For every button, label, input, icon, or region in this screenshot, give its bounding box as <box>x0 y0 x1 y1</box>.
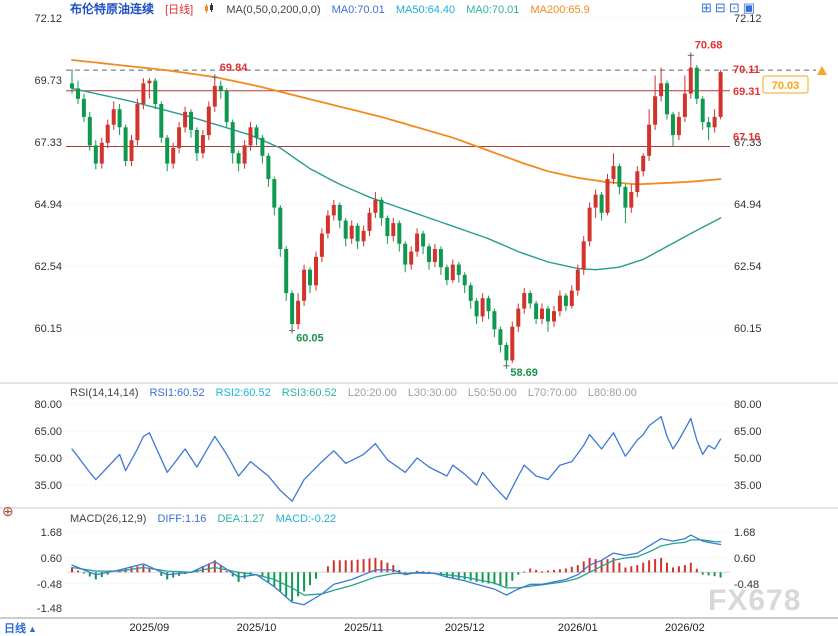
rsi-level-50: L50:50.00 <box>467 387 517 399</box>
svg-text:50.00: 50.00 <box>734 453 762 465</box>
layout-filled-icon[interactable]: ▣ <box>742 0 756 15</box>
chart-style-icon[interactable] <box>204 3 215 18</box>
svg-text:62.54: 62.54 <box>34 261 62 273</box>
svg-text:70.68: 70.68 <box>695 39 723 51</box>
svg-text:80.00: 80.00 <box>734 399 762 411</box>
rsi-level-30: L30:30.00 <box>407 387 457 399</box>
svg-text:50.00: 50.00 <box>34 453 62 465</box>
crosshair-tool-icon[interactable]: ⊕ <box>2 503 14 519</box>
svg-text:2025/11: 2025/11 <box>344 622 383 634</box>
svg-text:65.00: 65.00 <box>34 426 62 438</box>
svg-text:67.33: 67.33 <box>34 137 62 149</box>
ma50-value: MA50:64.40 <box>395 4 456 16</box>
rsi3-value: RSI3:60.52 <box>281 387 337 399</box>
alert-arrow-icon <box>817 66 827 75</box>
rsi-level-20: L20:20.00 <box>347 387 397 399</box>
panel-separators <box>0 382 838 619</box>
svg-text:65.00: 65.00 <box>734 426 762 438</box>
svg-text:35.00: 35.00 <box>34 480 62 492</box>
timeframe-indicator[interactable]: 日线 ▲ <box>4 620 37 636</box>
ma-settings-label[interactable]: MA(0,50,0,200,0,0) <box>226 4 321 16</box>
ma0-value: MA0:70.01 <box>331 4 385 16</box>
svg-text:67.33: 67.33 <box>734 137 762 149</box>
svg-text:2025/12: 2025/12 <box>445 622 485 634</box>
svg-text:67.16: 67.16 <box>733 132 761 144</box>
svg-text:0.60: 0.60 <box>41 553 62 565</box>
layout-split-icon[interactable]: ⊟ <box>714 0 726 15</box>
rsi-legend: RSI(14,14,14) RSI1:60.52 RSI2:60.52 RSI3… <box>70 386 645 400</box>
svg-text:2026/01: 2026/01 <box>558 622 598 634</box>
svg-text:62.54: 62.54 <box>734 261 762 273</box>
time-axis: 2025/09 2025/10 2025/11 2025/12 2026/01 2026/… <box>130 622 705 634</box>
svg-text:69.31: 69.31 <box>733 86 761 98</box>
svg-text:2025/10: 2025/10 <box>237 622 277 634</box>
svg-text:80.00: 80.00 <box>34 399 62 411</box>
svg-text:60.15: 60.15 <box>34 323 62 335</box>
svg-text:1.68: 1.68 <box>734 527 755 539</box>
up-arrow-icon: ▲ <box>28 624 37 634</box>
layout-grid-icon[interactable]: ⊞ <box>701 0 712 15</box>
rsi-level-80: L80:80.00 <box>587 387 637 399</box>
rsi1-value: RSI1:60.52 <box>149 387 205 399</box>
svg-text:2025/09: 2025/09 <box>130 622 170 634</box>
chart-toolbar: ⊞ ⊟ ⊡ ▣ <box>701 0 755 15</box>
macd-hist-value: MACD:-0.22 <box>275 513 337 525</box>
rsi-panel: 80.00 80.00 65.00 65.00 50.00 50.00 35.00 35.00 <box>34 399 762 502</box>
svg-text:1.68: 1.68 <box>41 527 62 539</box>
svg-text:-0.48: -0.48 <box>37 579 62 591</box>
rsi-level-70: L70:70.00 <box>527 387 577 399</box>
svg-text:60.05: 60.05 <box>296 333 324 345</box>
rsi2-value: RSI2:60.52 <box>215 387 271 399</box>
svg-text:72.12: 72.12 <box>734 13 762 25</box>
svg-text:2026/02: 2026/02 <box>665 622 705 634</box>
ma200-value: MA200:65.9 <box>530 4 590 16</box>
svg-text:69.84: 69.84 <box>220 62 248 74</box>
svg-text:72.12: 72.12 <box>34 13 62 25</box>
symbol-title[interactable]: 布伦特原油连续 <box>70 2 155 16</box>
macd-name[interactable]: MACD(26,12,9) <box>70 513 147 525</box>
timeframe-tag: [日线] <box>165 4 194 16</box>
svg-text:-1.48: -1.48 <box>37 603 62 615</box>
macd-legend: MACD(26,12,9) DIFF:1.16 DEA:1.27 MACD:-0… <box>70 512 344 526</box>
macd-dea-value: DEA:1.27 <box>217 513 265 525</box>
last-price-tag <box>762 75 809 94</box>
candles <box>70 55 723 366</box>
svg-text:0.60: 0.60 <box>734 553 755 565</box>
main-chart-legend: 布伦特原油连续 [日线] MA(0,50,0,200,0,0) MA0:70.0… <box>70 2 598 18</box>
macd-panel: 1.68 0.60 -0.48 -1.48 1.68 0.60 -0.48 <box>37 527 759 615</box>
svg-text:60.15: 60.15 <box>734 323 762 335</box>
price-annotations: 69.84 70.68 60.05 58.69 <box>211 39 723 379</box>
ma0b-value: MA0:70.01 <box>466 4 520 16</box>
svg-text:69.73: 69.73 <box>34 75 62 87</box>
timeframe-label: 日线 <box>4 623 26 635</box>
svg-text:70.11: 70.11 <box>733 64 760 76</box>
svg-text:70.03: 70.03 <box>772 80 800 92</box>
layout-boxed-icon[interactable]: ⊡ <box>728 0 740 15</box>
price-grid <box>66 17 730 329</box>
macd-diff-value: DIFF:1.16 <box>157 513 207 525</box>
svg-text:58.69: 58.69 <box>510 367 538 379</box>
svg-text:-0.48: -0.48 <box>734 579 759 591</box>
ma-lines <box>71 59 722 271</box>
svg-text:35.00: 35.00 <box>734 480 762 492</box>
price-axis-left: 72.12 69.73 67.33 64.94 62.54 60.15 <box>34 13 62 335</box>
rsi-name[interactable]: RSI(14,14,14) <box>70 387 139 399</box>
price-axis-right: 72.12 67.33 64.94 62.54 60.15 <box>734 13 762 335</box>
svg-text:64.94: 64.94 <box>34 199 62 211</box>
svg-text:64.94: 64.94 <box>734 199 762 211</box>
watermark: FX678 <box>708 584 802 617</box>
